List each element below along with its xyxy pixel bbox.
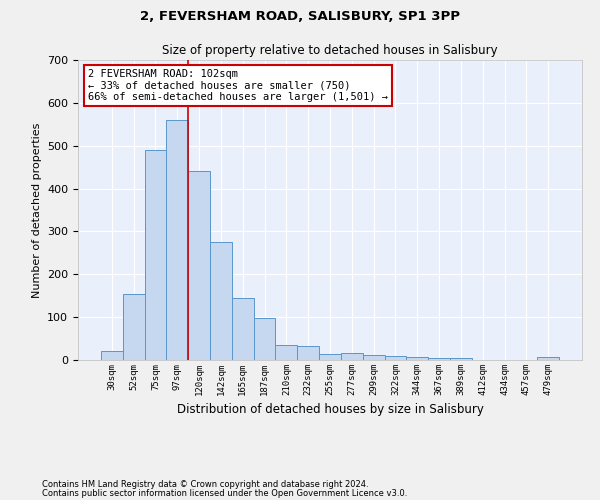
Bar [123,294,145,360]
Bar [101,350,123,360]
Bar [341,352,363,360]
Text: Contains public sector information licensed under the Open Government Licence v3: Contains public sector information licen… [42,488,407,498]
Bar [450,358,472,360]
Bar [537,357,559,360]
Text: 2, FEVERSHAM ROAD, SALISBURY, SP1 3PP: 2, FEVERSHAM ROAD, SALISBURY, SP1 3PP [140,10,460,23]
Text: Contains HM Land Registry data © Crown copyright and database right 2024.: Contains HM Land Registry data © Crown c… [42,480,368,489]
Title: Size of property relative to detached houses in Salisbury: Size of property relative to detached ho… [162,44,498,58]
Bar [210,242,232,360]
Bar [166,120,188,360]
Bar [319,354,341,360]
Bar [188,172,210,360]
Bar [297,346,319,360]
Bar [145,150,166,360]
Bar [275,345,297,360]
Text: 2 FEVERSHAM ROAD: 102sqm
← 33% of detached houses are smaller (750)
66% of semi-: 2 FEVERSHAM ROAD: 102sqm ← 33% of detach… [88,69,388,102]
X-axis label: Distribution of detached houses by size in Salisbury: Distribution of detached houses by size … [176,404,484,416]
Bar [385,356,406,360]
Bar [363,355,385,360]
Bar [232,298,254,360]
Bar [406,357,428,360]
Bar [428,358,450,360]
Bar [254,318,275,360]
Y-axis label: Number of detached properties: Number of detached properties [32,122,41,298]
